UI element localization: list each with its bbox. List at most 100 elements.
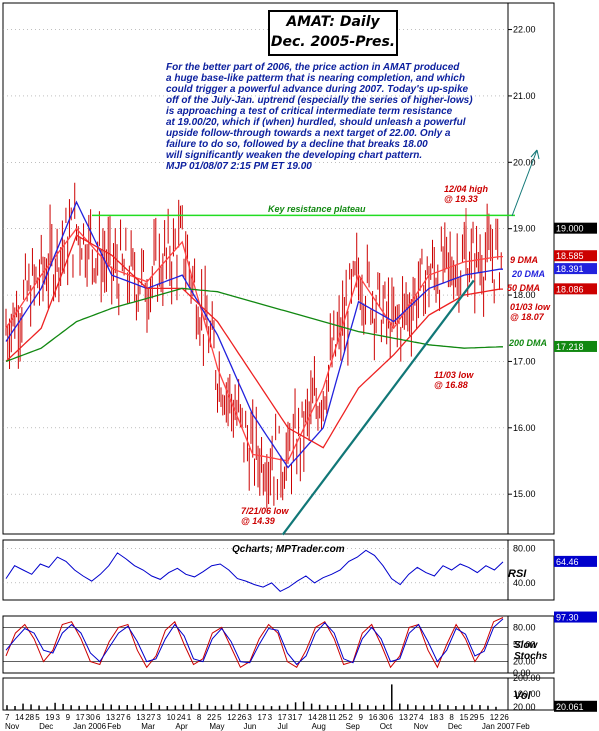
x-tick-day: 24	[177, 713, 186, 722]
x-tick-day: 5	[35, 713, 40, 722]
x-tick-day: 27	[116, 713, 125, 722]
stoch-tick-label: 20.00	[513, 657, 536, 667]
stoch-value-badge	[554, 611, 597, 623]
x-tick-day: 2	[348, 713, 353, 722]
price-value-badge	[554, 340, 597, 352]
x-tick-day: 14	[15, 713, 24, 722]
x-tick-day: 10	[167, 713, 176, 722]
x-tick-day: 3	[268, 713, 273, 722]
price-value-badge	[554, 283, 597, 295]
commentary-line: could trigger a powerful advance during …	[166, 84, 469, 95]
stoch-tick-label: 50.00	[513, 640, 536, 650]
dma200-line	[5, 287, 503, 363]
x-tick-day: 9	[66, 713, 71, 722]
vol-tick-label: 20.00	[513, 702, 536, 712]
x-tick-day: 6	[126, 713, 131, 722]
x-tick-month: Mar	[141, 722, 155, 731]
price-tick-label: 19.00	[513, 224, 536, 234]
vol-value-badge-text: 20.061	[556, 702, 584, 712]
target-arrow	[511, 149, 538, 217]
low-0103-label-line1: 01/03 low	[510, 302, 551, 312]
x-tick-day: 14	[308, 713, 317, 722]
x-tick-day: 1	[187, 713, 192, 722]
vol-tick-label: 200.00	[513, 673, 541, 683]
x-tick-day: 29	[470, 713, 479, 722]
price-tick-label: 17.00	[513, 356, 536, 366]
high-1204-label: 12/04 high @ 19.33	[444, 184, 488, 204]
rsi-panel-frame	[2, 539, 555, 601]
commentary-line: failure to do so, followed by a decline …	[166, 139, 428, 150]
x-tick-day: 13	[106, 713, 115, 722]
commentary-line: upside follow-through towards a next tar…	[166, 128, 451, 139]
stochs-label-line2: Stochs	[514, 651, 548, 662]
dma9-label: 9 DMA	[510, 255, 539, 265]
x-tick-month: Dec	[39, 722, 53, 731]
x-tick-day: 28	[25, 713, 34, 722]
x-tick-day: 15	[460, 713, 469, 722]
key-resistance-label: Key resistance plateau	[268, 204, 366, 214]
x-tick-day: 19	[45, 713, 54, 722]
x-tick-day: 12	[490, 713, 499, 722]
x-tick-day: 5	[217, 713, 222, 722]
x-tick-month: Apr	[175, 722, 188, 731]
x-tick-month: Jan 2007	[482, 722, 515, 731]
stochs-label: Slow Stochs	[514, 640, 547, 662]
stoch-tick-label: 80.00	[513, 622, 536, 632]
vol-value-badge	[554, 700, 597, 712]
commentary-line: a huge base-like patterm that is nearing…	[166, 73, 465, 84]
x-tick-day: 3	[247, 713, 252, 722]
stoch-k-line	[5, 617, 504, 669]
x-tick-day: 27	[146, 713, 155, 722]
x-tick-day: 13	[399, 713, 408, 722]
x-tick-day: 26	[237, 713, 246, 722]
x-tick-day: 6	[389, 713, 394, 722]
x-tick-month: Sep	[346, 722, 361, 731]
dma50-label: 50 DMA	[507, 283, 541, 293]
commentary-block: For the better part of 2006, the price a…	[166, 62, 496, 172]
price-tick-label: 20.00	[513, 157, 536, 167]
x-tick-day: 7	[298, 713, 303, 722]
vol-label: Vol	[514, 690, 531, 702]
x-tick-month: Nov	[414, 722, 428, 731]
target-arrowhead	[530, 149, 540, 160]
dma20-label: 20 DMA	[512, 269, 546, 279]
x-tick-day: 28	[318, 713, 327, 722]
x-tick-day: 6	[96, 713, 101, 722]
x-tick-day: 18	[429, 713, 438, 722]
x-tick-month: May	[209, 722, 224, 731]
price-value-badge-text: 18.086	[556, 284, 584, 294]
x-tick-day: 5	[480, 713, 485, 722]
low-0103-label-line2: @ 18.07	[510, 312, 544, 322]
chart-title-line1: AMAT: Daily	[286, 14, 380, 30]
dma200-label: 200 DMA	[509, 338, 548, 348]
x-tick-day: 30	[86, 713, 95, 722]
rsi-label: RSI	[508, 568, 527, 580]
source-label: Qcharts; MPTrader.com	[232, 544, 345, 555]
vol-tick-label: 100.00	[513, 689, 541, 699]
x-tick-day: 27	[409, 713, 418, 722]
price-tick-label: 22.00	[513, 25, 536, 35]
x-tick-day: 3	[157, 713, 162, 722]
x-tick-day: 3	[439, 713, 444, 722]
x-tick-month: Aug	[312, 722, 326, 731]
stoch-d-line	[5, 618, 504, 666]
rsi-value-badge-text: 64.46	[556, 557, 579, 567]
x-tick-month: Jul	[278, 722, 288, 731]
x-tick-day: 16	[369, 713, 378, 722]
commentary-line: For the better part of 2006, the price a…	[166, 62, 460, 73]
price-value-badge-text: 19.000	[556, 224, 584, 234]
high-1204-label-line1: 12/04 high	[444, 184, 489, 194]
uptrend-line	[281, 279, 475, 536]
commentary-line: is approaching a test of critical interm…	[166, 106, 453, 117]
vol-panel-frame	[2, 677, 555, 711]
rsi-line	[5, 549, 504, 593]
chart-title-line2: Dec. 2005-Pres.	[270, 34, 396, 50]
x-tick-day: 9	[359, 713, 364, 722]
price-tick-label: 21.00	[513, 91, 536, 101]
low-0721-label: 7/21/06 low @ 14.39	[241, 506, 289, 526]
x-tick-day: 25	[338, 713, 347, 722]
price-value-badge	[554, 222, 597, 234]
price-tick-label: 15.00	[513, 489, 536, 499]
rsi-value-badge	[554, 555, 597, 567]
x-tick-day: 11	[328, 713, 337, 722]
